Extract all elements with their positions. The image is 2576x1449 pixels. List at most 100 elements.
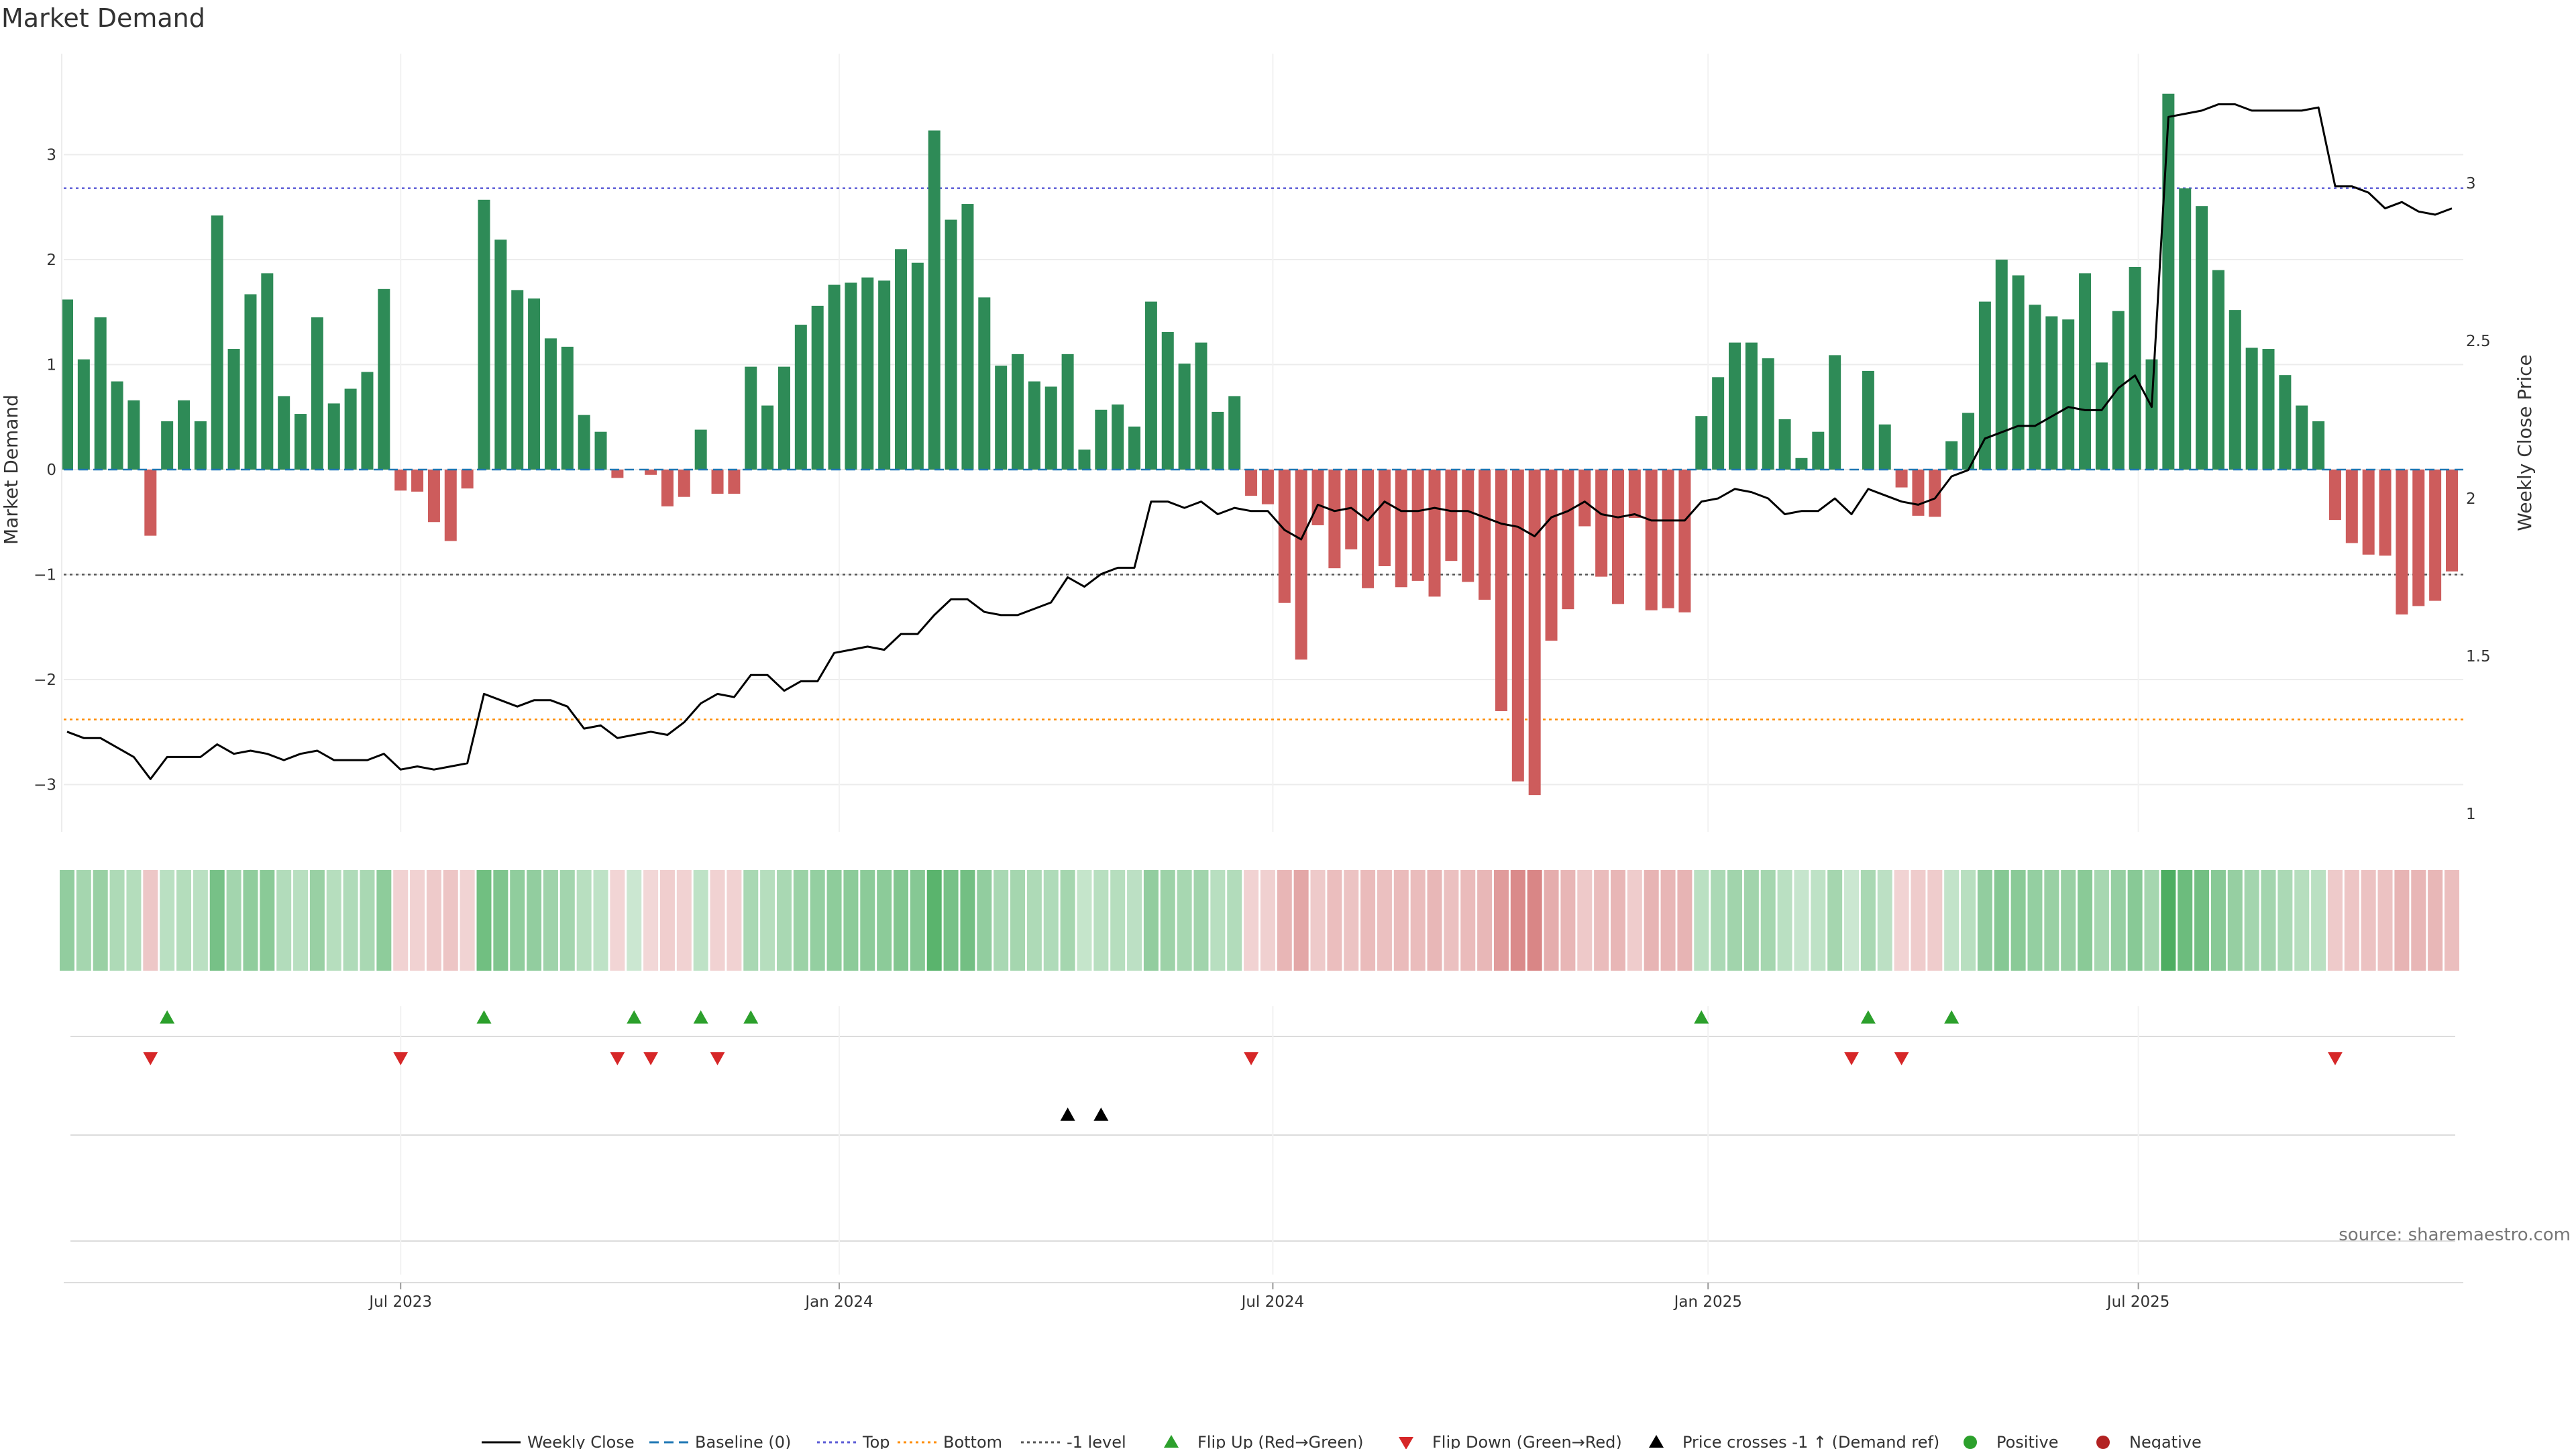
x-tick-label: Jul 2023 <box>368 1293 432 1311</box>
heat-cell <box>443 870 458 971</box>
heat-cell <box>843 870 859 971</box>
heat-cell <box>1894 870 1909 971</box>
heat-cell <box>1410 870 1426 971</box>
demand-bar <box>728 470 741 494</box>
heat-cell <box>2161 870 2176 971</box>
demand-bar <box>1562 470 1574 610</box>
demand-bar <box>144 470 157 536</box>
demand-bar <box>2396 470 2408 614</box>
demand-bar <box>1462 470 1474 582</box>
demand-bar <box>1479 470 1491 600</box>
legend-swatch <box>1164 1435 1179 1448</box>
demand-bar <box>2045 316 2058 470</box>
heat-cell <box>994 870 1009 971</box>
weekly-close-polyline <box>66 103 2453 780</box>
demand-bar <box>578 415 590 470</box>
heat-cell <box>2361 870 2376 971</box>
heat-cell <box>2078 870 2093 971</box>
heat-cell <box>1460 870 1476 971</box>
demand-bar <box>194 421 207 470</box>
demand-bar <box>1128 426 1141 470</box>
x-axis: Jul 2023 Jan 2024 Jul 2024 Jan 2025 Jul 2025 <box>64 1282 2463 1311</box>
y2-axis-label: Weekly Close Price <box>2514 354 2536 531</box>
demand-bar <box>2296 405 2308 470</box>
demand-bar <box>711 470 724 494</box>
demand-bar <box>1628 470 1641 518</box>
demand-bar <box>111 381 123 470</box>
weekly-close-line <box>66 103 2453 780</box>
heat-cell <box>894 870 908 971</box>
demand-bar <box>2445 470 2458 572</box>
heat-cell <box>1227 870 1242 971</box>
heat-cell <box>1711 870 1726 971</box>
heat-cell <box>2227 870 2243 971</box>
demand-bar <box>2212 270 2224 470</box>
demand-bar <box>794 325 807 470</box>
heat-cell <box>1244 870 1259 971</box>
demand-bar <box>2245 347 2258 470</box>
heat-cell <box>2061 870 2076 971</box>
demand-bar <box>1445 470 1458 561</box>
heat-cell <box>2178 870 2193 971</box>
demand-bar <box>678 470 690 497</box>
legend-label: Flip Up (Red→Green) <box>1197 1433 1364 1449</box>
heat-cell <box>776 870 792 971</box>
heat-cell <box>1811 870 1826 971</box>
heat-cell <box>1093 870 1109 971</box>
heat-cell <box>2094 870 2109 971</box>
demand-bar <box>1745 342 1758 470</box>
heat-cell <box>1344 870 1359 971</box>
heat-cell <box>1844 870 1860 971</box>
flip-down-marker <box>610 1052 625 1065</box>
heat-cell <box>610 870 625 971</box>
demand-bar <box>478 199 490 470</box>
demand-bar <box>1095 409 1108 470</box>
demand-bar <box>1428 470 1441 597</box>
demand-bar <box>1395 470 1407 588</box>
demand-bar <box>1278 470 1291 603</box>
flip-down-marker <box>2327 1052 2343 1065</box>
demand-bar <box>1611 470 1624 604</box>
event-markers <box>70 1006 2455 1275</box>
heat-cell <box>1477 870 1493 971</box>
demand-bar <box>544 338 557 470</box>
demand-bar <box>444 470 457 541</box>
heat-cell <box>1393 870 1409 971</box>
demand-bar <box>1762 358 1774 470</box>
demand-bar <box>1712 377 1725 470</box>
demand-bar <box>1778 419 1791 470</box>
demand-bars <box>61 93 2463 796</box>
heat-cell <box>943 870 959 971</box>
flip-up-marker <box>476 1010 492 1024</box>
flip-up-marker <box>693 1010 708 1024</box>
heat-cell <box>1627 870 1642 971</box>
demand-bar <box>378 288 390 470</box>
heat-cell <box>1010 870 1026 971</box>
heat-cell <box>1860 870 1876 971</box>
heat-cell <box>2428 870 2443 971</box>
heat-cell <box>2444 870 2459 971</box>
heat-cell <box>1727 870 1742 971</box>
heat-cell <box>493 870 508 971</box>
heat-cell <box>1060 870 1075 971</box>
demand-bar <box>2012 275 2025 470</box>
demand-bar <box>394 470 407 491</box>
heat-cell <box>2277 870 2293 971</box>
heat-cell <box>209 870 225 971</box>
reference-lines <box>64 187 2463 720</box>
demand-bar <box>1729 342 1741 470</box>
heat-cell <box>126 870 142 971</box>
heat-cell <box>1260 870 1275 971</box>
demand-bar <box>494 239 507 470</box>
heat-cell <box>2194 870 2210 971</box>
flip-down-marker <box>643 1052 659 1065</box>
demand-bar <box>1328 470 1341 569</box>
demand-bar <box>1878 424 1891 470</box>
heat-cell <box>1944 870 1960 971</box>
demand-bar <box>1795 458 1808 470</box>
demand-bar <box>745 366 757 470</box>
demand-bar <box>1078 449 1091 470</box>
demand-bar <box>1495 470 1507 711</box>
heat-cell <box>1560 870 1576 971</box>
demand-bar <box>2095 362 2108 470</box>
